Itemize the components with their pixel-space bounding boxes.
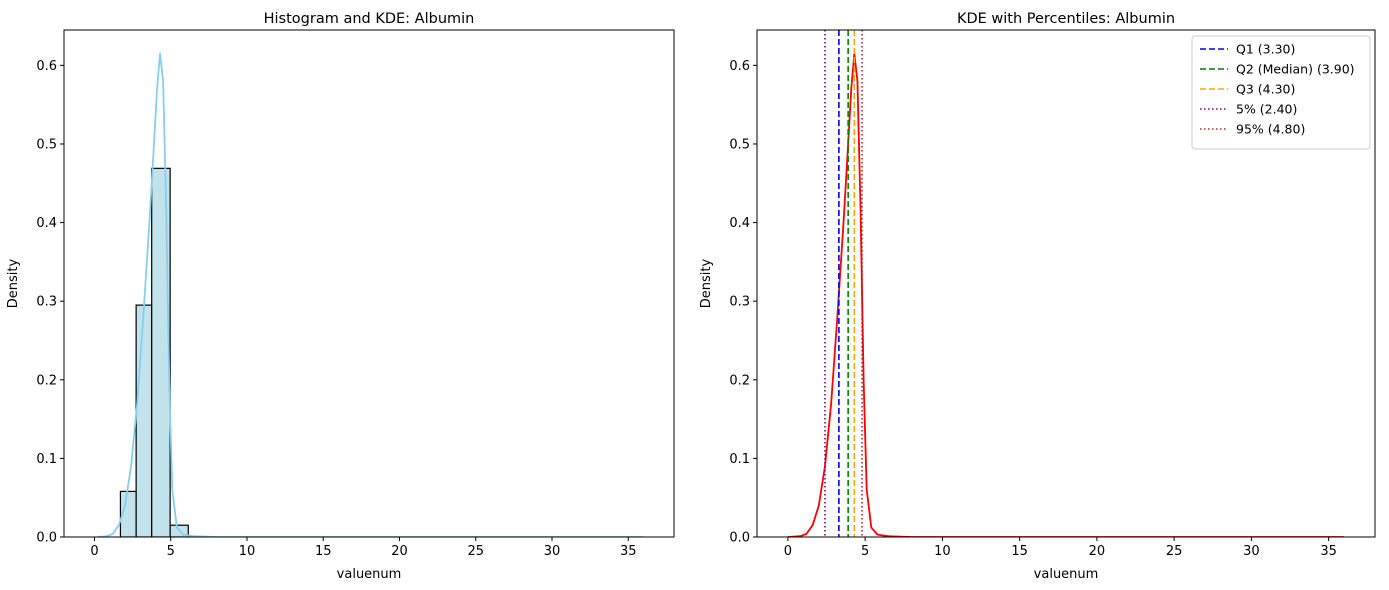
x-axis-label: valuenum: [337, 567, 402, 582]
legend-box: [1191, 35, 1371, 150]
legend-entry: Q3 (4.30): [1236, 82, 1295, 97]
x-tick-label: 20: [391, 544, 408, 559]
x-tick-label: 35: [1320, 544, 1337, 559]
x-tick-label: 30: [1243, 544, 1260, 559]
x-tick-label: 0: [784, 544, 792, 559]
chart-panel-2: 0 5 10 15 20 25 30 35 0.0 0.1 0.2 0.3 0.4 0.5 0.6 KDE w…: [699, 11, 1376, 582]
x-tick-label: 15: [315, 544, 332, 559]
histogram-bar: [135, 304, 153, 537]
y-axis-label: Density: [699, 258, 714, 308]
plot-area: [97, 52, 644, 537]
y-tick-label: 0.5: [729, 137, 750, 152]
y-tick-label: 0.4: [729, 216, 750, 231]
y-tick-label: 0.3: [729, 295, 750, 310]
legend-entry: 5% (2.40): [1236, 102, 1297, 117]
plot-area: [787, 30, 1345, 537]
y-tick-label: 0.2: [729, 373, 750, 388]
y-tick-label: 0.2: [36, 373, 57, 388]
y-tick-label: 0.5: [36, 137, 57, 152]
y-axis-label: Density: [6, 258, 21, 308]
histogram-bar: [151, 167, 171, 537]
legend-entry: Q1 (3.30): [1236, 42, 1295, 57]
legend-entry: 95% (4.80): [1236, 122, 1305, 137]
x-tick-label: 10: [934, 544, 951, 559]
y-tick-label: 0.3: [36, 295, 57, 310]
axes-frame: [63, 29, 675, 538]
legend: Q1 (3.30) Q2 (Median) (3.90) Q3 (4.30) 5% (…: [1191, 35, 1371, 150]
chart-panel-1: 0 5 10 15 20 25 30 35 0.0 0.1 0.2 0.3 0.4 0.5 0.6 Histo…: [6, 11, 675, 582]
y-tick-label: 0.1: [36, 452, 57, 467]
y-tick-label: 0.4: [36, 216, 57, 231]
x-tick-label: 5: [861, 544, 869, 559]
x-tick-label: 30: [544, 544, 561, 559]
legend-entry: Q2 (Median) (3.90): [1236, 62, 1355, 77]
y-tick-label: 0.0: [729, 531, 750, 546]
axes-frame: [756, 29, 1376, 538]
y-tick-label: 0.0: [36, 531, 57, 546]
y-tick-label: 0.6: [36, 59, 57, 74]
y-tick-label: 0.6: [729, 59, 750, 74]
x-tick-label: 25: [1166, 544, 1183, 559]
x-tick-label: 20: [1089, 544, 1106, 559]
x-axis-label: valuenum: [1034, 567, 1099, 582]
x-tick-label: 25: [467, 544, 484, 559]
x-tick-label: 5: [167, 544, 175, 559]
x-tick-label: 0: [90, 544, 98, 559]
y-tick-label: 0.1: [729, 452, 750, 467]
x-tick-label: 35: [620, 544, 637, 559]
chart-title: Histogram and KDE: Albumin: [264, 11, 475, 27]
chart-title: KDE with Percentiles: Albumin: [957, 11, 1175, 27]
kde-curve: [97, 52, 644, 537]
x-tick-label: 15: [1011, 544, 1028, 559]
x-tick-label: 10: [239, 544, 256, 559]
